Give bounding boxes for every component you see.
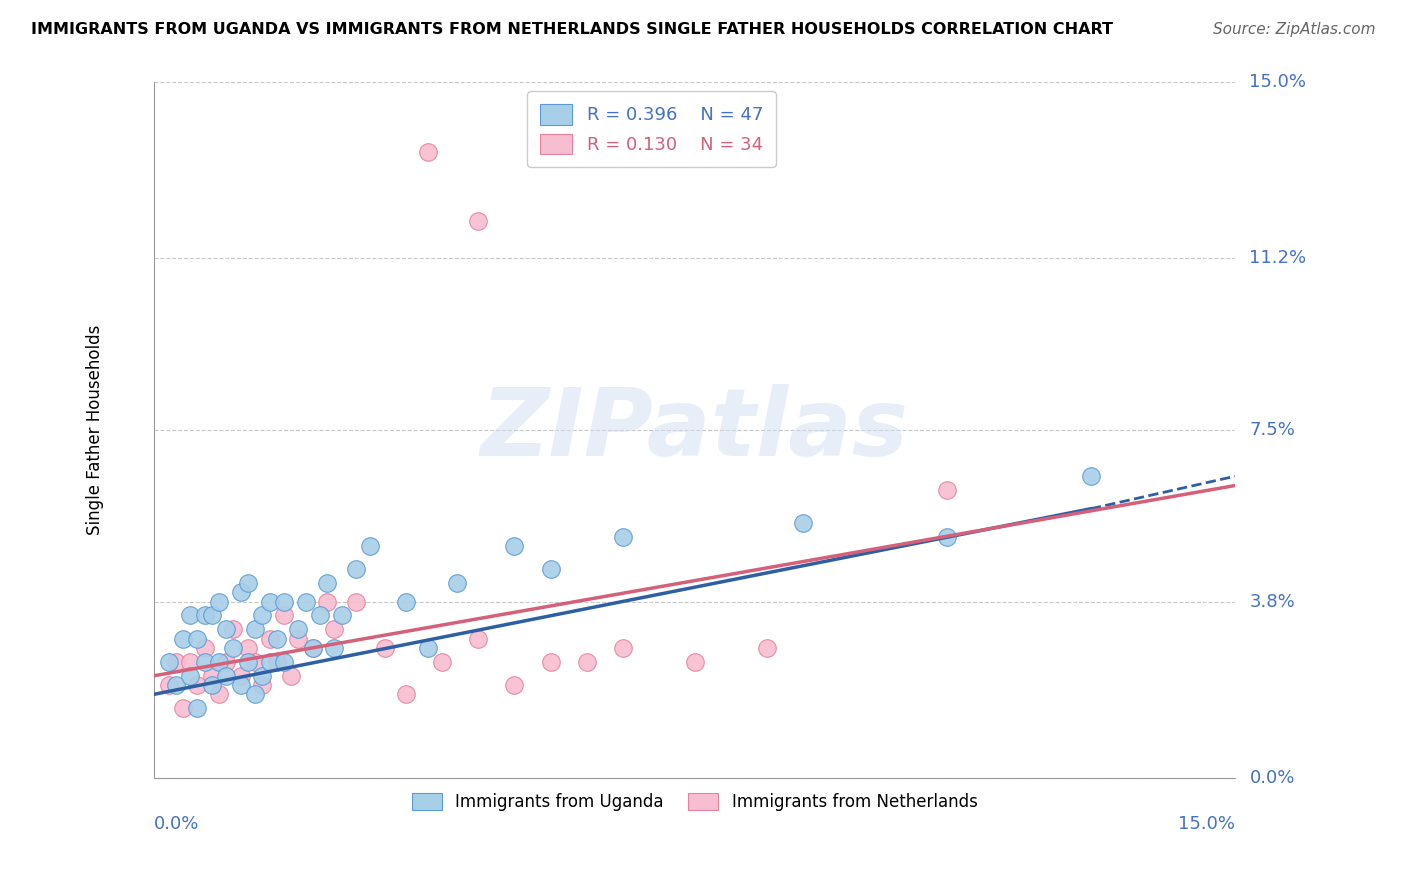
Point	[792, 516, 814, 530]
Point	[416, 145, 439, 159]
Point	[229, 669, 252, 683]
Point	[179, 669, 201, 683]
Point	[301, 640, 323, 655]
Point	[266, 655, 288, 669]
Point	[416, 640, 439, 655]
Point	[252, 608, 274, 623]
Point	[208, 655, 231, 669]
Point	[503, 539, 526, 553]
Point	[259, 594, 281, 608]
Point	[172, 632, 194, 646]
Point	[179, 655, 201, 669]
Point	[309, 608, 332, 623]
Legend: Immigrants from Uganda, Immigrants from Netherlands: Immigrants from Uganda, Immigrants from …	[405, 787, 984, 818]
Point	[208, 594, 231, 608]
Text: Source: ZipAtlas.com: Source: ZipAtlas.com	[1212, 22, 1375, 37]
Text: IMMIGRANTS FROM UGANDA VS IMMIGRANTS FROM NETHERLANDS SINGLE FATHER HOUSEHOLDS C: IMMIGRANTS FROM UGANDA VS IMMIGRANTS FRO…	[31, 22, 1114, 37]
Point	[165, 655, 187, 669]
Point	[273, 655, 295, 669]
Text: ZIPatlas: ZIPatlas	[481, 384, 908, 475]
Point	[201, 669, 224, 683]
Point	[201, 608, 224, 623]
Point	[252, 669, 274, 683]
Point	[330, 608, 353, 623]
Point	[252, 678, 274, 692]
Point	[301, 640, 323, 655]
Point	[215, 669, 238, 683]
Text: Single Father Households: Single Father Households	[86, 325, 104, 535]
Point	[294, 594, 316, 608]
Point	[236, 576, 259, 591]
Point	[467, 632, 489, 646]
Point	[344, 594, 367, 608]
Point	[215, 623, 238, 637]
Text: 0.0%: 0.0%	[155, 815, 200, 833]
Point	[540, 655, 562, 669]
Point	[229, 585, 252, 599]
Text: 3.8%: 3.8%	[1250, 592, 1295, 610]
Text: 15.0%: 15.0%	[1178, 815, 1234, 833]
Point	[157, 678, 180, 692]
Point	[229, 678, 252, 692]
Point	[612, 640, 634, 655]
Point	[446, 576, 468, 591]
Text: 15.0%: 15.0%	[1250, 73, 1306, 91]
Point	[208, 687, 231, 701]
Point	[316, 594, 339, 608]
Point	[273, 608, 295, 623]
Point	[194, 608, 217, 623]
Point	[323, 640, 346, 655]
Point	[935, 483, 957, 498]
Point	[201, 678, 224, 692]
Text: 7.5%: 7.5%	[1250, 421, 1295, 439]
Point	[243, 655, 266, 669]
Text: 11.2%: 11.2%	[1250, 249, 1306, 268]
Point	[243, 687, 266, 701]
Point	[273, 594, 295, 608]
Point	[157, 655, 180, 669]
Point	[172, 701, 194, 715]
Point	[236, 640, 259, 655]
Point	[222, 623, 245, 637]
Point	[266, 632, 288, 646]
Point	[503, 678, 526, 692]
Point	[935, 530, 957, 544]
Point	[432, 655, 454, 669]
Point	[280, 669, 302, 683]
Point	[236, 655, 259, 669]
Point	[344, 562, 367, 576]
Point	[1080, 469, 1102, 483]
Point	[179, 608, 201, 623]
Point	[287, 623, 309, 637]
Point	[186, 632, 208, 646]
Point	[243, 623, 266, 637]
Point	[165, 678, 187, 692]
Point	[395, 687, 418, 701]
Point	[540, 562, 562, 576]
Point	[575, 655, 598, 669]
Point	[259, 655, 281, 669]
Point	[194, 655, 217, 669]
Point	[395, 594, 418, 608]
Point	[467, 214, 489, 228]
Point	[323, 623, 346, 637]
Point	[755, 640, 778, 655]
Point	[186, 701, 208, 715]
Point	[259, 632, 281, 646]
Point	[683, 655, 706, 669]
Point	[215, 655, 238, 669]
Point	[194, 640, 217, 655]
Text: 0.0%: 0.0%	[1250, 769, 1295, 787]
Point	[359, 539, 381, 553]
Point	[186, 678, 208, 692]
Point	[374, 640, 396, 655]
Point	[222, 640, 245, 655]
Point	[612, 530, 634, 544]
Point	[316, 576, 339, 591]
Point	[287, 632, 309, 646]
